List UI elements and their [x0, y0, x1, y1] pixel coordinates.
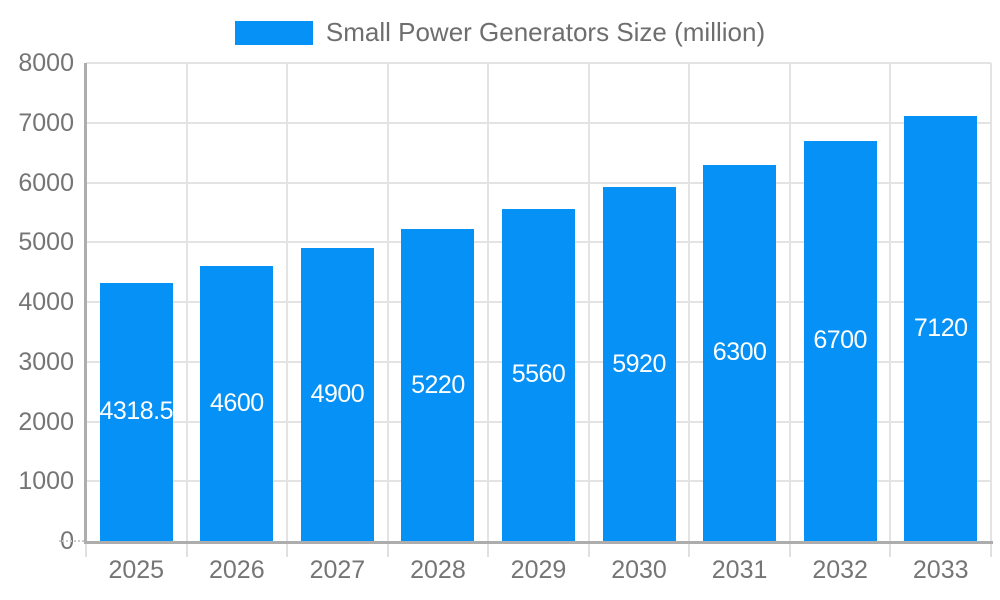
x-axis-line: [84, 541, 993, 544]
x-axis-tick-label: 2026: [209, 556, 265, 584]
legend: Small Power Generators Size (million): [0, 17, 1000, 48]
x-axis-tick-label: 2027: [309, 556, 366, 584]
x-axis-tick-label: 2028: [410, 556, 466, 584]
bar[interactable]: 5560: [502, 208, 575, 541]
x-axis-tick-label: 2025: [108, 556, 165, 584]
y-axis-tick-label: 5000: [18, 228, 74, 257]
x-axis-tick: [386, 544, 389, 557]
gridline-horizontal: [86, 62, 991, 64]
zero-tick-line: [59, 540, 84, 542]
x-axis-tick: [487, 544, 490, 557]
y-axis-tick-label: 1000: [18, 467, 74, 496]
bar[interactable]: 4900: [300, 248, 374, 541]
x-axis-tick-label: 2031: [711, 556, 768, 584]
bar-value-label: 5220: [411, 370, 465, 399]
bar[interactable]: 4318.5: [99, 282, 174, 541]
y-axis-line: [84, 63, 87, 544]
bar[interactable]: 6700: [803, 140, 877, 541]
gridline-vertical: [587, 63, 590, 541]
y-axis-tick-label: 6000: [18, 168, 74, 197]
y-axis-tick-label: 4000: [18, 288, 74, 316]
x-axis-tick: [286, 544, 289, 557]
bar[interactable]: 5920: [602, 187, 676, 541]
bar[interactable]: 4600: [200, 266, 274, 541]
bar-value-label: 6300: [712, 338, 767, 367]
bar-value-label: 4318.5: [99, 397, 174, 426]
y-axis-tick-label: 7000: [18, 108, 74, 137]
bar-value-label: 4900: [310, 380, 365, 409]
x-axis-tick-label: 2030: [611, 556, 667, 584]
x-axis-tick: [990, 544, 992, 557]
y-axis-tick-label: 2000: [18, 407, 74, 436]
plot-area: 0 1000 2000 3000 4000 5000 6000 7000 8000 4318.5 2…: [18, 49, 993, 584]
gridline-vertical: [788, 63, 791, 541]
gridline-horizontal: [86, 181, 991, 184]
x-axis-tick: [185, 544, 188, 557]
gridline-vertical: [889, 63, 892, 541]
gridline-vertical: [487, 63, 490, 541]
x-axis-tick: [688, 544, 691, 557]
bar-value-label: 4600: [210, 389, 264, 418]
x-axis-tick: [587, 544, 590, 557]
x-axis-tick-label: 2032: [812, 556, 868, 584]
y-axis-tick-label: 8000: [18, 49, 74, 77]
gridline-vertical: [386, 63, 389, 541]
x-axis-tick: [889, 544, 892, 557]
bar-value-label: 6700: [813, 326, 867, 355]
bar[interactable]: 6300: [703, 164, 777, 541]
legend-label[interactable]: Small Power Generators Size (million): [325, 17, 766, 47]
gridline-vertical: [990, 63, 992, 541]
bar-value-label: 5920: [612, 349, 666, 378]
bar-value-label: 5560: [511, 360, 566, 389]
x-axis-tick: [788, 544, 791, 557]
gridline-vertical: [286, 63, 289, 541]
x-axis-tick-label: 2033: [912, 556, 969, 584]
y-axis-tick-label: 3000: [18, 347, 74, 376]
gridline-horizontal: [86, 121, 991, 124]
bar-value-label: 7120: [913, 313, 968, 342]
bar[interactable]: 7120: [904, 115, 978, 541]
bar[interactable]: 5220: [401, 229, 475, 541]
x-axis-tick: [85, 544, 87, 557]
gridline-vertical: [688, 63, 691, 541]
gridline-vertical: [185, 63, 188, 541]
legend-swatch[interactable]: [234, 20, 313, 45]
x-axis-tick-label: 2029: [510, 556, 567, 584]
